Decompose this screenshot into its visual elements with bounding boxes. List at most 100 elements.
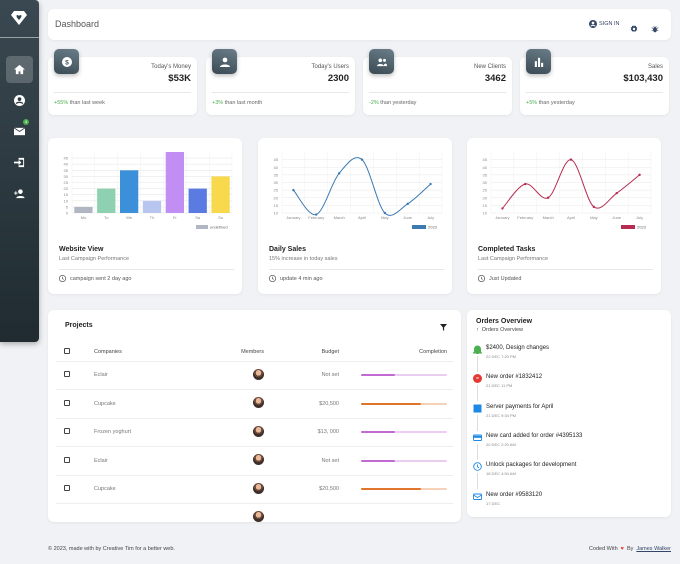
- row-budget: $20,500: [264, 389, 339, 419]
- row-company: Cupcake: [94, 389, 204, 419]
- sidebar-item-account[interactable]: [6, 87, 33, 114]
- avatar: [253, 482, 264, 494]
- stat-label: Today's Users: [311, 64, 350, 70]
- order-name: New card added for order #4395133: [486, 432, 583, 439]
- sidebar-item-mail[interactable]: 4: [6, 118, 33, 145]
- y-tick-label: 35: [64, 168, 69, 173]
- order-date: 22 DEC 7:20 PM: [486, 354, 517, 359]
- data-point: [546, 196, 550, 199]
- y-tick-label: 35: [274, 172, 279, 177]
- stat-footer: +5% than yesterday: [526, 100, 575, 106]
- completion-bar: [361, 374, 447, 377]
- y-tick-label: 15: [64, 192, 69, 197]
- chart-footer: update 4 min ago: [269, 275, 323, 282]
- lock-icon: [473, 462, 482, 471]
- y-tick-label: 20: [64, 186, 69, 191]
- daily-sales-chart: 10 15 20 25 30 35 40 45 January February March Apri…: [274, 152, 443, 230]
- x-tick-label: April: [567, 215, 575, 220]
- stat-change-text: than last week: [68, 100, 105, 106]
- page-title: Dashboard: [55, 19, 100, 29]
- sidebar-divider: [0, 37, 39, 38]
- select-all-checkbox[interactable]: [64, 348, 70, 355]
- row-checkbox[interactable]: [64, 371, 70, 378]
- row-budget: Not set: [264, 361, 339, 390]
- x-tick-label: July: [427, 215, 434, 220]
- row-budget: $20,500: [264, 475, 339, 504]
- row-company: Eclair: [94, 361, 204, 390]
- table-row[interactable]: Eclair Not set: [56, 361, 453, 390]
- sidebar-item-sign-up[interactable]: [6, 180, 33, 207]
- diamond-heart-logo-icon: [11, 11, 27, 25]
- stat-change: -2%: [369, 100, 379, 106]
- stat-label: Today's Money: [151, 64, 191, 70]
- stat-footer: -2% than yesterday: [369, 100, 416, 106]
- y-tick-label: 25: [274, 188, 279, 193]
- data-point: [638, 173, 641, 177]
- stat-icon-box: [212, 49, 237, 74]
- sign-in-button[interactable]: SIGN IN: [589, 20, 619, 28]
- timeline-line: [477, 356, 478, 372]
- clock-icon: [269, 275, 276, 282]
- orders-overview-card: Orders Overview ↑ Orders Overview $2400, …: [467, 310, 671, 517]
- y-tick-label: 15: [274, 203, 279, 208]
- orders-subtitle-text: Orders Overview: [481, 327, 524, 333]
- sidebar-item-sign-in[interactable]: [6, 149, 33, 176]
- table-row[interactable]: Frozen yoghurt $13, 000: [56, 418, 453, 447]
- row-company: Eclair: [94, 446, 204, 476]
- gear-icon: [630, 25, 638, 33]
- x-tick-label: Sa: [195, 215, 201, 220]
- stat-value: $103,430: [623, 73, 663, 84]
- row-checkbox[interactable]: [64, 456, 70, 463]
- table-row[interactable]: Cupcake $20,500: [56, 389, 453, 419]
- stat-change: +5%: [526, 100, 538, 106]
- data-point: [524, 182, 527, 186]
- author-link[interactable]: James Walker: [636, 546, 671, 552]
- top-navbar: Dashboard SIGN IN: [48, 9, 671, 40]
- stat-icon-box: [369, 49, 394, 74]
- y-tick-label: 40: [64, 162, 69, 167]
- y-tick-label: 5: [66, 204, 69, 209]
- chart-footer: Just Updated: [478, 275, 521, 282]
- bar-chart-icon: [534, 57, 543, 67]
- x-tick-label: May: [381, 215, 389, 220]
- x-tick-label: Tu: [104, 215, 109, 220]
- filter-icon[interactable]: [440, 324, 447, 331]
- x-tick-label: Th: [150, 215, 155, 220]
- x-tick-label: January: [495, 215, 509, 220]
- table-row[interactable]: Eclair Not set: [56, 446, 453, 476]
- data-point: [501, 207, 504, 210]
- chart-card-completed-tasks: 10 15 20 25 30 35 40 45 January February March Apri…: [467, 138, 661, 294]
- order-name: New order #1832412: [486, 374, 543, 381]
- stat-value: $53K: [168, 73, 191, 84]
- data-point: [383, 211, 387, 215]
- stat-card-users: Today's Users 2300 +3% than last month: [206, 49, 355, 115]
- login-icon: [14, 157, 25, 168]
- timeline-line: [477, 443, 478, 460]
- chart-subtitle: 15% increase in today sales: [269, 256, 338, 262]
- notifications-button[interactable]: [651, 20, 659, 38]
- clock-icon: [59, 275, 66, 282]
- chart-divider: [59, 269, 234, 270]
- table-row-partial: [56, 503, 453, 522]
- order-date: 18 DEC 4:54 AM: [486, 471, 516, 477]
- chart-card-website-view: 0 5 10 15 20 25 30 35 40 45 Mo Tu We Th Fr Sa Su undefine…: [48, 138, 242, 294]
- bug-icon: [651, 26, 659, 33]
- row-checkbox[interactable]: [64, 428, 70, 435]
- completion-bar: [361, 431, 447, 434]
- clock-icon: [478, 275, 485, 282]
- row-checkbox[interactable]: [64, 485, 70, 492]
- stat-card-sales: Sales $103,430 +5% than yesterday: [520, 49, 669, 115]
- row-checkbox[interactable]: [64, 399, 70, 406]
- chart-divider: [478, 269, 653, 270]
- table-row[interactable]: Cupcake $20,500: [56, 475, 453, 504]
- sign-in-label: SIGN IN: [599, 21, 620, 27]
- settings-button[interactable]: [630, 20, 638, 38]
- chart-subtitle: Last Campaign Performance: [478, 256, 549, 262]
- y-tick-label: 35: [483, 172, 488, 177]
- bar: [211, 176, 230, 213]
- orders-title: Orders Overview: [476, 318, 533, 325]
- sidebar-item-home[interactable]: [6, 56, 33, 83]
- completion-fill: [361, 402, 422, 405]
- completion-fill: [361, 488, 422, 491]
